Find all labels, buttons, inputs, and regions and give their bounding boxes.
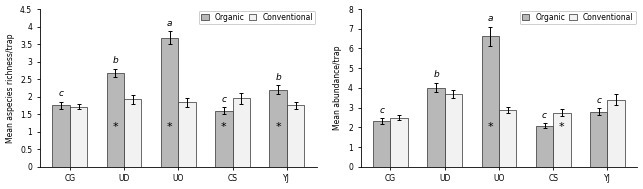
Bar [53,105,70,167]
Y-axis label: Mean aspecies richness/trap: Mean aspecies richness/trap [6,33,15,143]
Text: a: a [487,14,493,23]
Text: c: c [221,95,226,104]
Text: *: * [113,122,118,132]
Bar [608,100,625,167]
Legend: Organic, Conventional: Organic, Conventional [199,11,315,24]
Bar [445,94,462,167]
Bar [499,110,516,167]
Bar [553,113,570,167]
Bar [269,90,287,167]
Text: b: b [275,73,281,82]
Bar [536,126,553,167]
Bar [178,102,195,167]
Text: b: b [113,56,118,65]
Bar [107,73,124,167]
Bar [482,36,499,167]
Text: *: * [275,122,281,132]
Y-axis label: Mean abundance/trap: Mean abundance/trap [334,46,343,130]
Bar [590,112,608,167]
Text: *: * [487,122,493,132]
Bar [215,111,233,167]
Text: a: a [167,19,172,28]
Bar [233,98,250,167]
Bar [70,107,87,167]
Legend: Organic, Conventional: Organic, Conventional [520,11,636,24]
Text: c: c [379,106,385,115]
Bar [161,38,178,167]
Text: *: * [559,122,565,132]
Text: c: c [542,111,547,120]
Text: *: * [167,122,172,132]
Text: *: * [221,122,227,132]
Text: c: c [59,89,64,98]
Bar [287,105,304,167]
Text: c: c [596,96,601,105]
Bar [428,88,445,167]
Bar [124,99,141,167]
Text: b: b [433,70,439,79]
Bar [390,118,408,167]
Bar [373,122,390,167]
